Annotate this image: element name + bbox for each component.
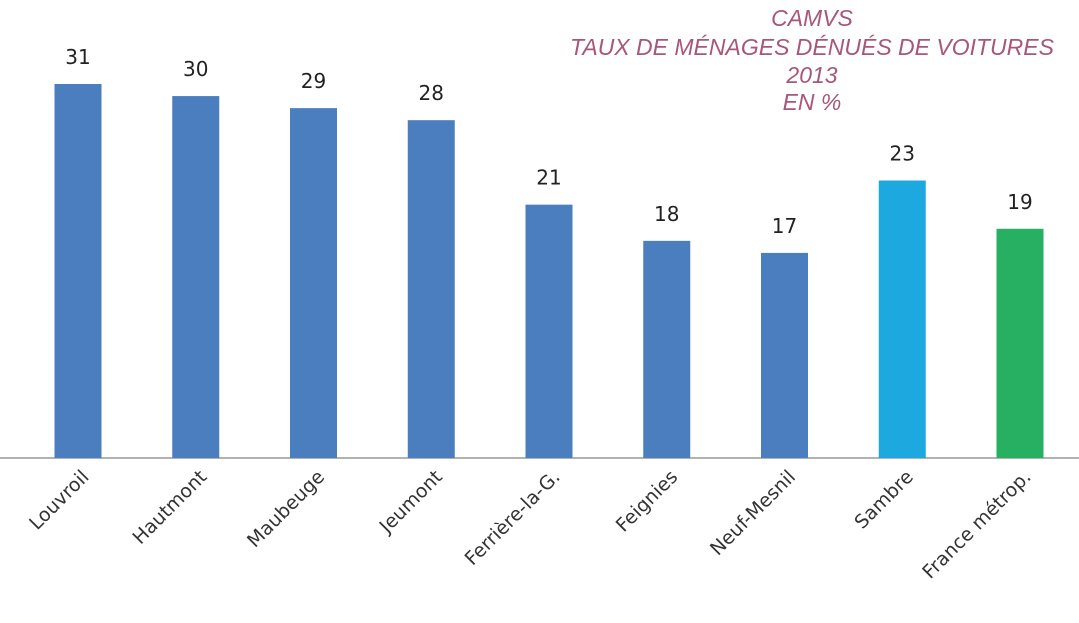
chart-title: CAMVS [771, 5, 853, 31]
chart-title: TAUX DE MÉNAGES DÉNUÉS DE VOITURES [570, 34, 1055, 60]
value-label: 31 [65, 45, 90, 69]
bar [761, 252, 808, 458]
value-label: 17 [772, 214, 797, 238]
x-tick-label: Hautmont [129, 466, 212, 549]
bar [996, 228, 1044, 458]
bar [878, 180, 926, 459]
bar [643, 240, 691, 458]
bar [290, 108, 337, 459]
value-label: 19 [1007, 190, 1032, 214]
bar [54, 84, 102, 458]
value-label: 29 [301, 69, 326, 93]
bar [525, 204, 573, 458]
x-tick-label: Jeumont [375, 466, 447, 538]
x-tick-label: Ferrière-la-G. [461, 466, 565, 570]
value-label: 23 [890, 142, 915, 166]
x-tick-label: Neuf-Mesnil [706, 466, 800, 560]
chart-title: 2013 [785, 62, 837, 88]
x-tick-label: Sambre [850, 466, 917, 533]
x-tick-label: France métrop. [918, 466, 1035, 583]
value-label: 21 [536, 166, 561, 190]
x-tick-label: Feignies [612, 466, 683, 537]
bar [407, 120, 455, 459]
value-label: 18 [654, 202, 679, 226]
chart-title: EN % [783, 89, 842, 115]
value-label: 28 [419, 81, 444, 105]
value-label: 30 [183, 57, 208, 81]
x-tick-label: Maubeuge [243, 466, 329, 552]
bar [172, 96, 220, 458]
x-tick-label: Louvroil [25, 466, 93, 534]
